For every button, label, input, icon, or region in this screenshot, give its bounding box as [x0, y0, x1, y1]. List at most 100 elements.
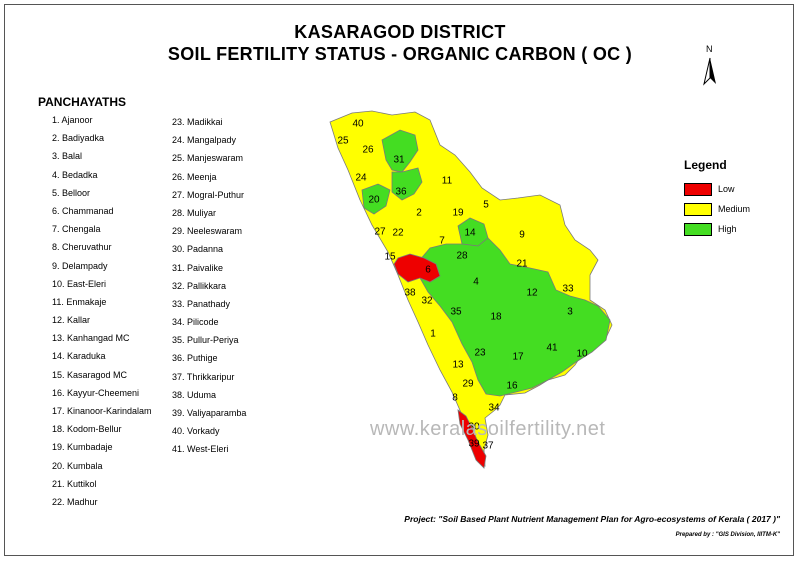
region-label-3: 3	[567, 307, 573, 318]
region-label-36: 36	[395, 187, 407, 198]
north-label: N	[706, 44, 713, 54]
region-label-20: 20	[368, 195, 380, 206]
region-label-29: 29	[462, 379, 474, 390]
legend-item-high: High	[684, 219, 750, 239]
panchayath-item: 36. Puthige	[172, 353, 218, 364]
panchayath-item: 3. Balal	[52, 151, 83, 162]
region-label-13: 13	[452, 360, 464, 371]
region-label-21: 21	[516, 259, 528, 270]
panchayath-item: 14. Karaduka	[52, 351, 106, 362]
panchayath-item: 20. Kumbala	[52, 460, 103, 471]
panchayath-item: 21. Kuttikol	[52, 478, 97, 489]
region-label-32: 32	[421, 296, 433, 307]
panchayath-item: 9. Delampady	[52, 260, 108, 271]
region-label-18: 18	[490, 312, 502, 323]
legend-swatch-medium	[684, 202, 712, 216]
region-39-low	[457, 409, 487, 469]
region-label-16: 16	[506, 381, 518, 392]
region-label-17: 17	[512, 352, 524, 363]
watermark: www.keralasoilfertility.net	[370, 418, 606, 440]
panchayath-item: 38. Uduma	[172, 389, 217, 400]
panchayath-item: 1. Ajanoor	[52, 115, 93, 125]
panchayath-item: 7. Chengala	[52, 224, 101, 235]
panchayath-item: 8. Cheruvathur	[52, 242, 112, 253]
map-title: KASARAGOD DISTRICT	[294, 22, 506, 42]
legend-item-low: Low	[684, 179, 750, 199]
panchayath-item: 16. Kayyur-Cheemeni	[52, 387, 140, 398]
legend-label-high: High	[718, 224, 737, 234]
panchayath-item: 29. Neeleswaram	[172, 226, 243, 237]
region-label-26: 26	[362, 145, 374, 156]
panchayath-item: 18. Kodom-Bellur	[52, 424, 122, 435]
region-label-37: 37	[482, 441, 494, 452]
panchayath-item: 12. Kallar	[52, 315, 91, 326]
region-label-15: 15	[384, 252, 396, 263]
panchayath-item: 32. Pallikkara	[172, 280, 227, 291]
region-label-6: 6	[425, 265, 431, 276]
legend-label-medium: Medium	[718, 204, 751, 214]
region-label-22: 22	[392, 228, 404, 239]
panchayath-item: 33. Panathady	[172, 298, 231, 309]
panchayath-item: 24. Mangalpady	[172, 135, 237, 146]
legend-title: Legend	[684, 158, 727, 172]
region-label-24: 24	[355, 173, 367, 184]
region-label-33: 33	[562, 284, 574, 295]
project-credit: Project: "Soil Based Plant Nutrient Mana…	[404, 514, 780, 524]
panchayath-item: 4. Bedadka	[52, 169, 98, 180]
legend-swatch-low	[684, 182, 712, 196]
region-label-2: 2	[416, 208, 422, 219]
legend-item-medium: Medium	[684, 199, 750, 219]
panchayath-item: 11. Enmakaje	[52, 296, 107, 307]
panchayath-item: 28. Muliyar	[172, 207, 217, 218]
region-label-7: 7	[439, 236, 445, 247]
region-label-14: 14	[464, 228, 476, 239]
region-label-8: 8	[452, 393, 458, 404]
panchayath-item: 23. Madikkai	[172, 117, 223, 127]
panchayath-list-col2: 23. Madikkai 24. Mangalpady 25. Manjeswara…	[172, 113, 246, 459]
panchayath-item: 35. Pullur-Periya	[172, 335, 239, 346]
panchayath-item: 40. Vorkady	[172, 426, 220, 437]
region-label-40: 40	[352, 119, 364, 130]
map-frame	[4, 4, 794, 556]
region-label-41: 41	[546, 343, 558, 354]
region-label-4: 4	[473, 277, 479, 288]
panchayath-item: 17. Kinanoor-Karindalam	[52, 406, 152, 416]
panchayath-item: 27. Mogral-Puthur	[172, 189, 245, 200]
region-label-23: 23	[474, 348, 486, 359]
region-label-10: 10	[576, 349, 588, 360]
panchayath-item: 22. Madhur	[52, 496, 98, 507]
region-label-38: 38	[404, 288, 416, 299]
region-label-25: 25	[337, 136, 349, 147]
panchayath-item: 19. Kumbadaje	[52, 442, 113, 453]
panchayath-item: 25. Manjeswaram	[172, 153, 244, 164]
panchayath-item: 30. Padanna	[172, 244, 224, 255]
legend-label-low: Low	[718, 184, 735, 194]
region-label-35: 35	[450, 307, 462, 318]
region-label-30: 30	[468, 422, 480, 433]
region-31-high	[381, 129, 419, 173]
region-label-34: 34	[488, 403, 500, 414]
region-label-28: 28	[456, 251, 468, 262]
prepared-by: Prepared by : "GIS Division, IIITM-K"	[675, 532, 780, 538]
panchayath-item: 37. Thrikkaripur	[172, 371, 235, 382]
region-label-12: 12	[526, 288, 538, 299]
panchayath-item: 5. Belloor	[52, 187, 91, 198]
region-label-31: 31	[393, 155, 405, 166]
north-arrow-icon	[703, 57, 716, 86]
panchayath-item: 15. Kasaragod MC	[52, 369, 128, 380]
panchayath-item: 31. Paivalike	[172, 262, 224, 273]
region-label-27: 27	[374, 227, 386, 238]
panchayath-item: 26. Meenja	[172, 171, 217, 182]
legend-swatch-high	[684, 222, 712, 236]
legend: Legend Low Medium High	[684, 158, 750, 239]
region-label-1: 1	[430, 329, 436, 340]
region-6-low	[393, 253, 441, 283]
panchayath-item: 6. Chammanad	[52, 205, 114, 216]
region-label-39: 39	[468, 439, 480, 450]
panchayath-item: 10. East-Eleri	[52, 278, 107, 289]
region-high-central	[417, 237, 611, 397]
panchayath-list-col1: 1. Ajanoor 2. Badiyadka 3. Balal 4. Bedadka…	[52, 111, 152, 511]
region-label-11: 11	[442, 176, 453, 187]
map-subtitle: SOIL FERTILITY STATUS - ORGANIC CARBON (…	[167, 44, 633, 64]
